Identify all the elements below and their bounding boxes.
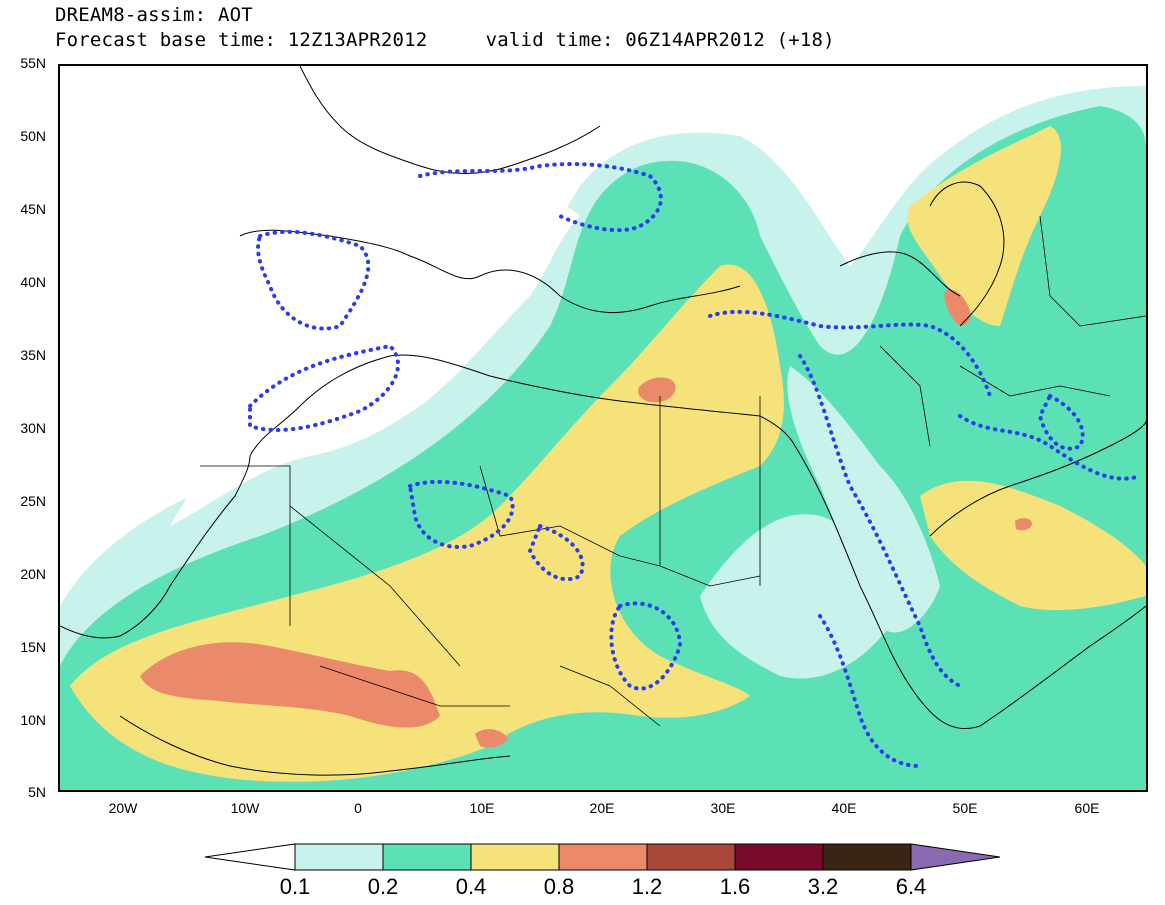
lat-label-10n: 10N (20, 712, 46, 728)
aot-band-0.1-east-africa (700, 514, 890, 679)
colorbar-swatch-7 (822, 843, 912, 871)
colorbar-swatch-3 (470, 843, 560, 871)
colorbar-label-0.1: 0.1 (279, 874, 311, 899)
aot-band-0.8-libya (638, 377, 676, 403)
aot-clear-north (220, 66, 640, 372)
aot-band-0.8-uae (1015, 518, 1032, 531)
colorbar-swatch-6 (734, 843, 824, 871)
aot-band-0.1-arabia (787, 366, 940, 633)
lon-label-20e: 20E (589, 800, 615, 816)
aot-band-0.8-iran (944, 289, 971, 326)
lon-label-10w: 10W (230, 800, 260, 816)
lat-label-35n: 35N (20, 347, 46, 363)
map-panel (58, 64, 1148, 792)
lon-label-30e: 30E (710, 800, 736, 816)
lat-label-15n: 15N (20, 639, 46, 655)
lat-label-5n: 5N (28, 784, 46, 800)
aot-band-0.4-caspian (907, 126, 1061, 326)
colorbar-swatch-1 (294, 843, 384, 871)
colorbar-label-1.2: 1.2 (631, 874, 663, 899)
lon-label-60e: 60E (1074, 800, 1100, 816)
colorbar-swatch-5 (646, 843, 736, 871)
aot-band-0.4-arabia (920, 480, 1146, 611)
lon-label-10e: 10E (469, 800, 495, 816)
colorbar-swatch-2 (382, 843, 472, 871)
colorbar (205, 843, 1000, 871)
lon-label-50e: 50E (952, 800, 978, 816)
aot-clear-west-sahara (170, 184, 580, 527)
colorbar-label-1.6: 1.6 (719, 874, 751, 899)
colorbar-label-3.2: 3.2 (807, 874, 839, 899)
colorbar-label-6.4: 6.4 (895, 874, 927, 899)
lat-label-30n: 30N (20, 420, 46, 436)
lat-label-20n: 20N (20, 566, 46, 582)
lat-label-50n: 50N (20, 128, 46, 144)
colorbar-label-0.4: 0.4 (455, 874, 487, 899)
colorbar-lower-arrow (205, 843, 296, 871)
lat-label-45n: 45N (20, 201, 46, 217)
lon-label-40e: 40E (831, 800, 857, 816)
colorbar-upper-arrow (910, 843, 1000, 871)
colorbar-swatch-4 (558, 843, 648, 871)
aot-map (60, 66, 1146, 790)
chart-title: DREAM8-assim: AOT (55, 4, 253, 26)
lat-label-55n: 55N (20, 55, 46, 71)
colorbar-label-0.8: 0.8 (543, 874, 575, 899)
aot-band-0.8-nigeria (475, 729, 508, 748)
aot-band-0.8-west-africa (140, 642, 440, 728)
lat-label-40n: 40N (20, 274, 46, 290)
chart-subtitle: Forecast base time: 12Z13APR2012 valid t… (55, 29, 835, 51)
lon-label-20w: 20W (108, 800, 138, 816)
coastlines (60, 66, 1146, 776)
lon-label-0: 0 (354, 800, 362, 816)
lat-label-25n: 25N (20, 493, 46, 509)
colorbar-label-0.2: 0.2 (367, 874, 399, 899)
country-borders (200, 215, 1146, 727)
dotted-contours (248, 162, 1142, 768)
